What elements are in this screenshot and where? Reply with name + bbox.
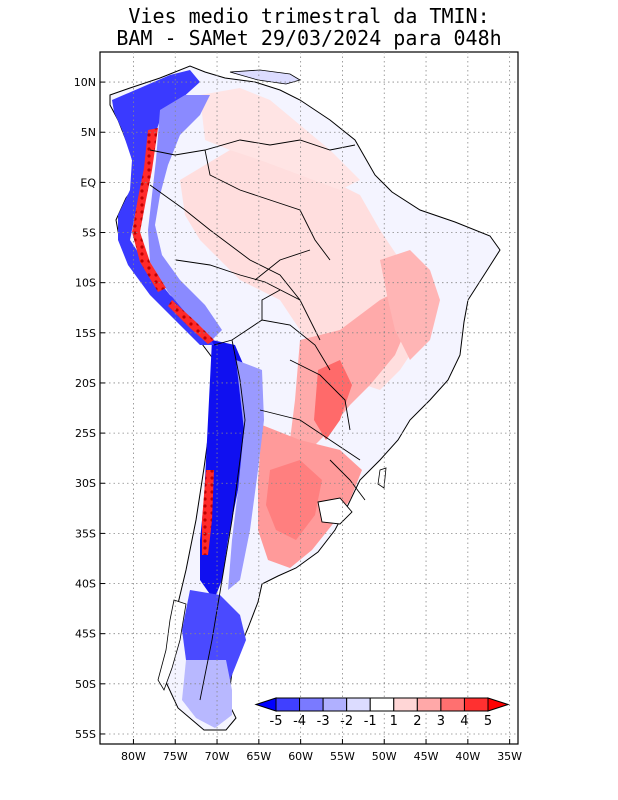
warm-bias-core	[314, 360, 352, 440]
colorbar-box	[275, 697, 301, 712]
y-tick-label: 5N	[81, 126, 96, 139]
y-tick-label: 55S	[75, 728, 96, 741]
colorbar-box	[346, 697, 371, 712]
x-tick-label: 70W	[205, 750, 230, 763]
colorbar-label: -1	[364, 714, 377, 729]
warm-speckle-andes-north	[132, 128, 166, 292]
colorbar-box	[322, 697, 348, 712]
chart-title-line-2: BAM - SAMet 29/03/2024 para 048h	[116, 26, 502, 50]
y-tick-label: 50S	[75, 678, 96, 691]
gridlines	[100, 52, 518, 744]
colorbar-box	[416, 697, 442, 712]
colorbar-label: -4	[293, 714, 306, 729]
colorbar-max-arrow	[487, 697, 510, 712]
colorbar-label: 4	[460, 714, 468, 729]
country-borders	[149, 139, 366, 701]
colorbar-box	[463, 697, 489, 712]
x-axis-ticks: 80W 75W 70W 65W 60W 55W 50W 45W 40W 35W	[121, 739, 522, 763]
y-tick-label: 40S	[75, 578, 96, 591]
y-tick-label: 15S	[75, 327, 96, 340]
cold-bias-andes-light	[228, 360, 264, 590]
colorbar-box	[393, 697, 418, 712]
x-tick-label: 75W	[163, 750, 188, 763]
caribbean-islands	[229, 69, 301, 85]
rio-de-la-plata	[317, 497, 353, 525]
colorbar: -5 -4 -3 -2 -1 1 2 3 4 5	[254, 697, 510, 729]
colorbar-label: 2	[413, 714, 421, 729]
y-tick-label: 10N	[74, 76, 96, 89]
y-tick-label: 10S	[75, 277, 96, 290]
colorbar-box	[440, 697, 465, 712]
colorbar-label: -5	[270, 714, 283, 729]
chile-fjords	[157, 599, 187, 691]
colorbar-label: 1	[390, 714, 398, 729]
cold-bias-andes-north	[112, 70, 214, 345]
warm-bias-north	[200, 88, 360, 190]
x-tick-label: 65W	[246, 750, 271, 763]
colorbar-box	[369, 697, 395, 712]
y-tick-label: 25S	[75, 427, 96, 440]
chart-title-line-1: Vies medio trimestral da TMIN:	[128, 4, 490, 28]
cold-bias-patagonia-light	[182, 660, 232, 728]
x-tick-label: 80W	[121, 750, 146, 763]
x-tick-label: 60W	[288, 750, 313, 763]
y-tick-label: 35S	[75, 527, 96, 540]
y-axis-ticks: 10N 5N EQ 5S 10S 15S 20S 25S 30S 35S 40S 45S 50S 55S	[74, 76, 105, 741]
colorbar-label: 3	[437, 714, 445, 729]
x-tick-label: 55W	[330, 750, 355, 763]
cold-bias-andes-south	[200, 340, 250, 600]
x-tick-label: 50W	[372, 750, 397, 763]
colorbar-label: 5	[484, 714, 492, 729]
y-tick-label: 45S	[75, 628, 96, 641]
x-tick-label: 40W	[455, 750, 480, 763]
y-tick-label: 5S	[82, 227, 96, 240]
colorbar-label: -3	[317, 714, 330, 729]
x-tick-label: 45W	[414, 750, 439, 763]
y-tick-label: 20S	[75, 377, 96, 390]
colorbar-box	[299, 697, 324, 712]
cold-bias-andes-north-light	[148, 95, 222, 340]
y-tick-label: 30S	[75, 477, 96, 490]
colorbar-label: -2	[340, 714, 353, 729]
warm-speckle-andes-peru	[168, 300, 214, 344]
warm-bias-pampas	[266, 460, 322, 540]
y-tick-label: EQ	[80, 176, 96, 189]
x-tick-label: 35W	[497, 750, 522, 763]
